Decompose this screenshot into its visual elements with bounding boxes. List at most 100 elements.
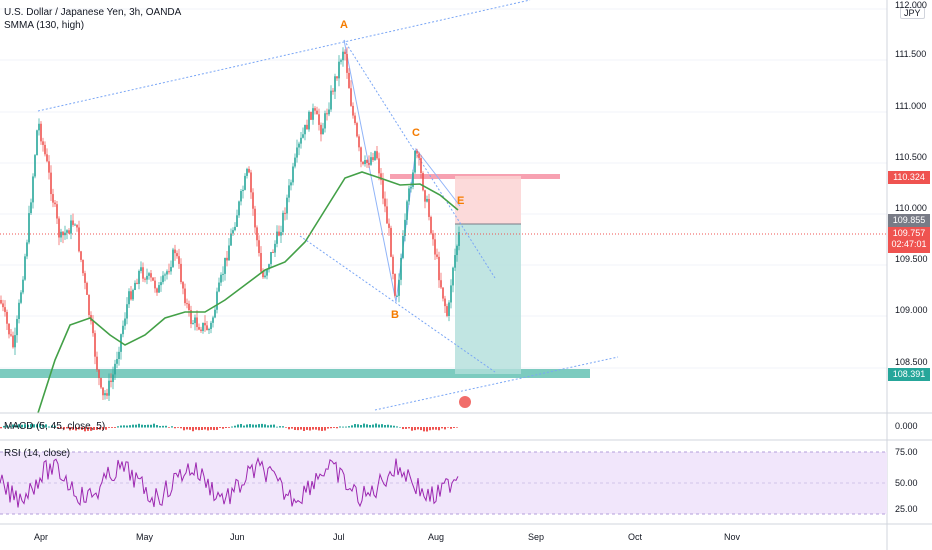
candle-body: [418, 153, 420, 159]
currency-badge[interactable]: JPY: [900, 7, 925, 19]
time-label-jun: Jun: [230, 532, 245, 542]
macd-bar: [207, 427, 209, 431]
candle-body: [66, 230, 68, 233]
smma-indicator-label[interactable]: SMMA (130, high): [4, 20, 85, 31]
candle-body: [80, 251, 82, 260]
candle-body: [12, 335, 14, 348]
macd-bar: [396, 426, 398, 428]
candle-body: [214, 309, 216, 318]
macd-bar: [372, 424, 374, 428]
macd-bar: [135, 424, 137, 428]
candle-body: [296, 147, 298, 158]
candle-body: [92, 321, 94, 334]
macd-bar: [213, 427, 215, 431]
macd-bar: [180, 427, 182, 429]
macd-bar: [279, 426, 281, 428]
candle-body: [170, 266, 172, 272]
candle-body: [216, 291, 218, 310]
wave-label-a[interactable]: A: [340, 19, 348, 31]
candle-body: [62, 231, 64, 236]
macd-bar: [363, 423, 365, 428]
macd-bar: [81, 427, 83, 430]
macd-bar: [90, 427, 92, 431]
candle-body: [250, 172, 252, 193]
candle-body: [198, 327, 200, 330]
wave-label-e[interactable]: E: [457, 195, 465, 207]
macd-bar: [438, 427, 440, 431]
macd-bar: [147, 424, 149, 428]
candle-body: [156, 288, 158, 293]
candle-body: [388, 223, 390, 228]
elliott-wave-lines[interactable]: [343, 39, 461, 303]
candle-body: [320, 124, 322, 135]
candle-body: [22, 279, 24, 293]
macd-bar: [12, 424, 14, 428]
candle-body: [10, 334, 12, 336]
candle-body: [196, 317, 198, 328]
macd-bar: [144, 424, 146, 428]
candle-body: [258, 240, 260, 254]
support-zone[interactable]: [0, 369, 590, 378]
take-profit-zone[interactable]: [455, 224, 521, 374]
macd-bar: [66, 427, 68, 429]
candle-body: [172, 249, 174, 267]
candle-body: [192, 323, 194, 325]
macd-bar: [369, 424, 371, 428]
candle-body: [280, 232, 282, 236]
candle-body: [400, 257, 402, 280]
rsi-label[interactable]: RSI (14, close): [4, 448, 71, 459]
candle-body: [452, 267, 454, 286]
price-label-111000: 111.000: [895, 101, 927, 111]
macd-bar: [96, 427, 98, 430]
candle-body: [428, 198, 430, 217]
candle-body: [390, 227, 392, 257]
candle-body: [316, 110, 318, 115]
candle-body: [420, 158, 422, 173]
candle-body: [44, 144, 46, 155]
candle-body: [24, 256, 26, 280]
macd-bar: [342, 426, 344, 428]
candle-body: [114, 363, 116, 375]
macd-bar: [270, 424, 272, 428]
macd-bar: [18, 424, 20, 428]
candle-body: [0, 300, 2, 304]
candle-body: [252, 192, 254, 209]
smma-line: [37, 171, 459, 414]
wave-label-c[interactable]: C: [412, 127, 420, 139]
stop-loss-zone[interactable]: [455, 176, 521, 224]
candle-body: [180, 263, 182, 283]
stop-price-tag[interactable]: 110.324: [888, 171, 930, 184]
macd-label[interactable]: MACD (5, 45, close, 5): [4, 421, 106, 432]
event-icon[interactable]: [459, 396, 471, 408]
macd-bar: [21, 424, 23, 428]
macd-bar: [114, 427, 116, 428]
macd-bar: [195, 427, 197, 430]
trend-lines[interactable]: [37, 0, 619, 411]
candle-body: [386, 206, 388, 224]
candle-body: [458, 232, 460, 246]
candle-body: [352, 105, 354, 116]
candle-body: [162, 275, 164, 283]
candle-body: [230, 233, 232, 246]
candle-body: [144, 278, 146, 280]
target-price-tag[interactable]: 108.391: [888, 368, 930, 381]
symbol-title[interactable]: U.S. Dollar / Japanese Yen, 3h, OANDA: [4, 7, 182, 18]
macd-bar: [123, 425, 125, 428]
macd-bar: [231, 426, 233, 428]
macd-bar: [120, 425, 122, 428]
candle-body: [4, 307, 6, 312]
candle-body: [36, 130, 38, 156]
last-price-value: 109.757: [892, 228, 926, 238]
last-price-tag[interactable]: 109.757 02:47:01: [888, 227, 930, 253]
price-label-110000: 110.000: [895, 203, 927, 213]
macd-bar: [216, 427, 218, 430]
macd-bar: [291, 427, 293, 429]
candle-body: [204, 322, 206, 326]
candle-body: [360, 147, 362, 162]
macd-bar: [348, 426, 350, 428]
wave-label-b[interactable]: B: [391, 309, 399, 321]
candle-body: [274, 243, 276, 253]
candle-body: [142, 267, 144, 279]
entry-price-tag[interactable]: 109.855: [888, 214, 930, 227]
